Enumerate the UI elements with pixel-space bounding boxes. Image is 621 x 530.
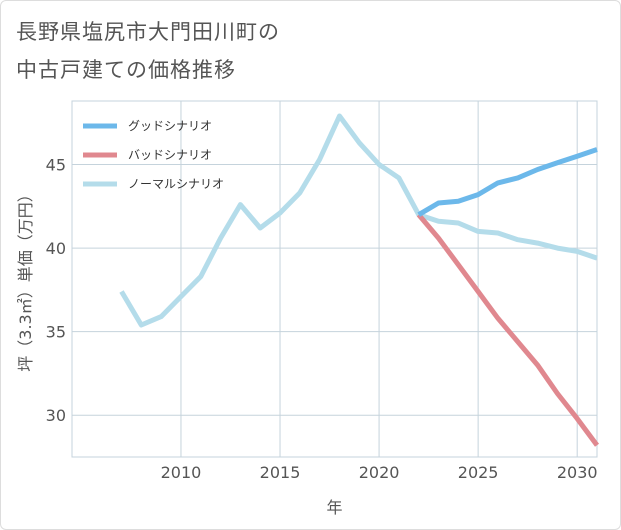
chart-title-line-2: 中古戸建ての価格推移: [16, 58, 236, 82]
y-tick-label: 45: [46, 156, 66, 175]
y-tick-label: 40: [46, 239, 66, 258]
x-tick-label: 2010: [161, 463, 202, 482]
legend-label: バッドシナリオ: [128, 148, 212, 162]
series-lines: [119, 113, 600, 447]
series-line-2: [119, 113, 598, 328]
y-tick-labels: 30 35 40 45: [46, 156, 66, 426]
x-axis-label: 年: [326, 498, 342, 517]
x-tick-labels: 2010 2015 2020 2025 2030: [161, 463, 598, 482]
x-tick-label: 2025: [458, 463, 499, 482]
series-line-0: [417, 147, 598, 217]
y-tick-label: 30: [46, 406, 66, 425]
x-tick-label: 2020: [359, 463, 400, 482]
grid-lines: [71, 100, 598, 458]
legend-label: ノーマルシナリオ: [128, 177, 224, 191]
x-tick-label: 2015: [260, 463, 301, 482]
y-tick-label: 35: [46, 323, 66, 342]
plot-area-border: [71, 100, 598, 458]
y-axis-label: 坪（3.3㎡）単価（万円）: [16, 186, 35, 371]
series-line-1: [416, 213, 600, 447]
x-tick-label: 2030: [557, 463, 598, 482]
chart-title-line-1: 長野県塩尻市大門田川町の: [16, 20, 280, 44]
legend-label: グッドシナリオ: [128, 119, 212, 133]
